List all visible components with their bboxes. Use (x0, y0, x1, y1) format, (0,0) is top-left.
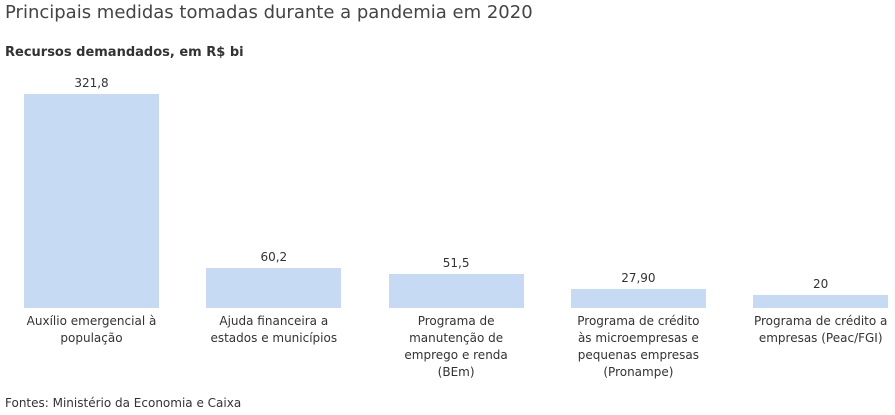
bar (570, 289, 706, 308)
bar (206, 267, 342, 308)
chart-title: Principais medidas tomadas durante a pan… (5, 2, 533, 23)
data-label: 51,5 (442, 255, 470, 270)
category-label: Ajuda financeira a estados e municípios (210, 314, 338, 345)
bar (388, 273, 524, 308)
chart-source: Fontes: Ministério da Economia e Caixa (5, 396, 242, 410)
data-label: 321,8 (74, 76, 109, 90)
category-label: Auxílio emergencial à população (26, 314, 157, 345)
bar (753, 294, 889, 308)
data-label: 27,90 (621, 271, 656, 286)
chart-subtitle: Recursos demandados, em R$ bi (5, 45, 244, 60)
bar (24, 94, 159, 308)
data-label: 60,2 (260, 249, 288, 264)
data-label: 20 (813, 276, 829, 291)
category-label: Programa de crédito a empresas (Peac/FGI… (753, 314, 888, 345)
category-label: Programa de crédito às microempresas e p… (577, 314, 700, 379)
category-label: Programa de manutenção de emprego e rend… (404, 314, 508, 379)
